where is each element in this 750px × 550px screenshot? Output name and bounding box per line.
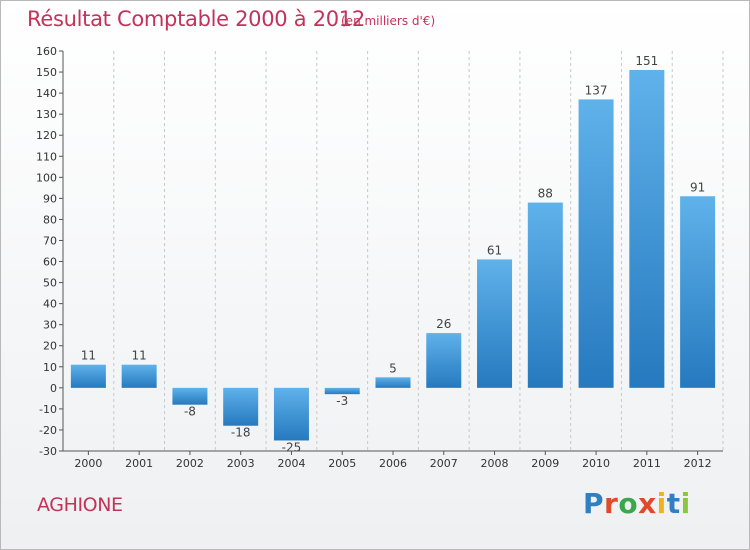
- y-tick-label: 150: [36, 66, 57, 79]
- x-tick-label: 2002: [176, 457, 204, 470]
- logo-letter: o: [618, 487, 639, 520]
- grid-layer: [62, 51, 724, 451]
- bar-2012: [680, 196, 716, 388]
- bar-2001: [121, 364, 157, 388]
- commune-name: AGHIONE: [37, 494, 123, 516]
- data-label: -3: [336, 394, 348, 408]
- y-tick-label: 140: [36, 87, 57, 100]
- y-tick-label: -30: [39, 445, 57, 458]
- y-tick-label: 130: [36, 108, 57, 121]
- x-tick-label: 2007: [430, 457, 458, 470]
- y-tick-label: 50: [43, 277, 57, 290]
- data-label: 11: [132, 349, 147, 363]
- y-tick-label: 100: [36, 171, 57, 184]
- x-tick-label: 2005: [328, 457, 356, 470]
- bar-2005: [324, 387, 360, 395]
- y-tick-label: 60: [43, 256, 57, 269]
- x-tick-label: 2006: [379, 457, 407, 470]
- proxiti-logo[interactable]: Proxiti: [583, 487, 691, 520]
- bar-2009: [527, 202, 563, 388]
- y-tick-label: -10: [39, 403, 57, 416]
- data-label: -18: [231, 426, 251, 440]
- logo-letter: t: [666, 487, 681, 520]
- data-label: 137: [585, 83, 608, 97]
- y-tick-label: 160: [36, 45, 57, 58]
- y-tick-label: -20: [39, 424, 57, 437]
- y-tick-label: 80: [43, 213, 57, 226]
- bar-2000: [70, 364, 106, 388]
- data-label: 91: [690, 180, 705, 194]
- data-label: 5: [389, 361, 397, 375]
- bar-2008: [477, 259, 513, 388]
- chart-subtitle: (en milliers d'€): [341, 14, 436, 28]
- logo-letter: i: [680, 487, 691, 520]
- chart-title: Résultat Comptable 2000 à 2012: [27, 7, 365, 31]
- bar-2004: [273, 387, 309, 441]
- logo-letter: x: [638, 487, 657, 520]
- data-label: 11: [81, 349, 96, 363]
- y-tick-label: 0: [50, 382, 57, 395]
- axis-layer: -30 -20 -10 0 10 20 30 40 50 60 70 80 90 100 110 120 130…: [36, 45, 723, 470]
- x-tick-label: 2000: [74, 457, 102, 470]
- logo-letter: i: [656, 487, 667, 520]
- bar-2003: [223, 387, 259, 426]
- y-tick-label: 30: [43, 319, 57, 332]
- y-tick-label: 90: [43, 192, 57, 205]
- y-tick-label: 20: [43, 340, 57, 353]
- y-tick-label: 40: [43, 298, 57, 311]
- x-tick-label: 2010: [582, 457, 610, 470]
- data-label: 26: [436, 317, 451, 331]
- x-tick-label: 2012: [684, 457, 712, 470]
- data-label: 88: [538, 187, 553, 201]
- data-label: -25: [282, 440, 302, 454]
- x-tick-label: 2003: [227, 457, 255, 470]
- x-tick-label: 2009: [531, 457, 559, 470]
- bar-2002: [172, 387, 208, 405]
- bar-2006: [375, 377, 411, 388]
- labels-layer: 11 11 -8 -18 -25 -3 5 26 61 88 137 151 91: [81, 54, 706, 455]
- x-tick-label: 2001: [125, 457, 153, 470]
- bars-layer: [70, 69, 716, 441]
- x-tick-label: 2008: [481, 457, 509, 470]
- y-tick-label: 120: [36, 129, 57, 142]
- logo-letter: r: [604, 487, 619, 520]
- logo-letter: P: [583, 487, 605, 520]
- bar-2010: [578, 99, 614, 388]
- data-label: 61: [487, 243, 502, 257]
- y-tick-label: 10: [43, 361, 57, 374]
- y-tick-label: 70: [43, 234, 57, 247]
- bar-2011: [629, 69, 665, 388]
- data-label: 151: [635, 54, 658, 68]
- x-tick-label: 2011: [633, 457, 661, 470]
- y-tick-label: 110: [36, 150, 57, 163]
- x-tick-label: 2004: [277, 457, 305, 470]
- data-label: -8: [184, 405, 196, 419]
- bar-2007: [426, 333, 462, 388]
